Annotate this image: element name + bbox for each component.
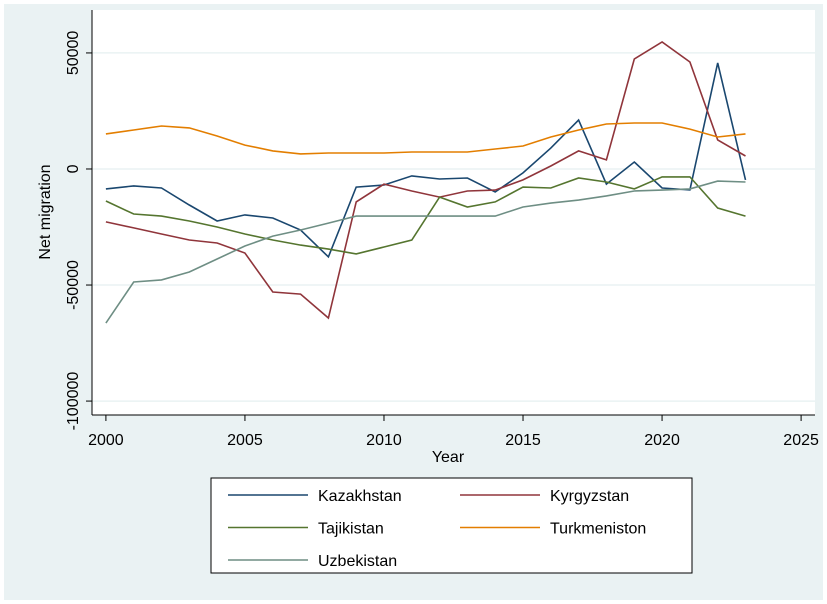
plot-area	[92, 10, 815, 415]
legend-label: Kazakhstan	[318, 488, 402, 505]
y-tick-label: 50000	[65, 31, 82, 76]
y-axis-label: Net migration	[37, 164, 54, 259]
x-tick-label: 2000	[88, 432, 124, 449]
legend-label: Kyrgyzstan	[550, 488, 629, 505]
legend-label: Tajikistan	[318, 521, 384, 538]
x-tick-label: 2020	[644, 432, 680, 449]
series-line	[105, 41, 746, 320]
x-tick-label: 2005	[227, 432, 263, 449]
x-tick-label: 2010	[366, 432, 402, 449]
legend-box	[210, 477, 693, 574]
series-line	[105, 62, 747, 259]
y-tick-label: 0	[65, 164, 82, 173]
x-tick-label: 2015	[505, 432, 541, 449]
legend-label: Uzbekistan	[318, 553, 397, 570]
x-axis-label: Year	[432, 449, 465, 466]
series-line	[105, 176, 746, 255]
series-line	[105, 180, 746, 324]
series-line	[105, 122, 746, 155]
y-tick-label: -100000	[65, 372, 82, 431]
legend-label: Turkmeniston	[550, 521, 646, 538]
x-tick-label: 2025	[783, 432, 819, 449]
y-tick-label: -50000	[65, 260, 82, 310]
